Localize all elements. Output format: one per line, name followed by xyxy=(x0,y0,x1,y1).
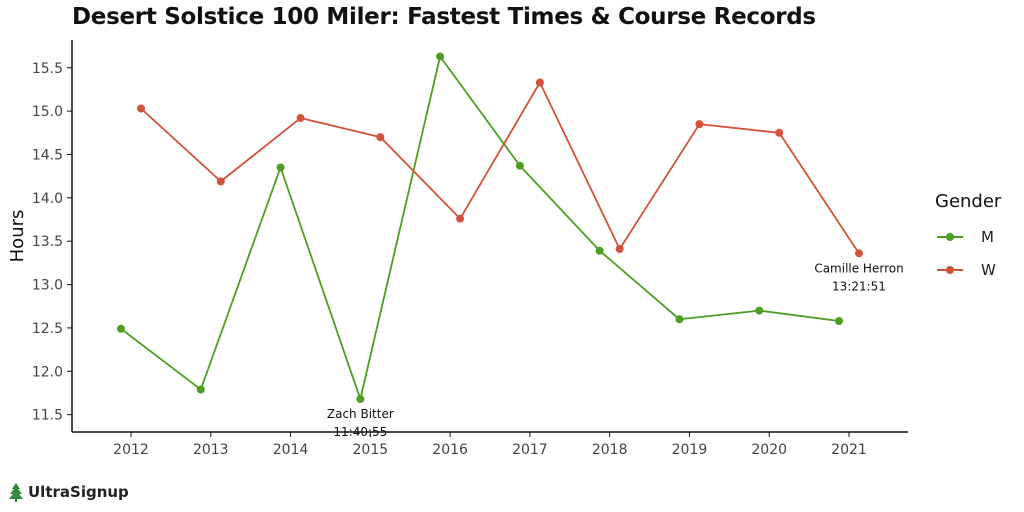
x-tick-label: 2016 xyxy=(432,442,468,458)
brand-logo: UltraSignup xyxy=(8,482,129,502)
x-tick-label: 2019 xyxy=(672,442,708,458)
x-axis-ticks: 2012 2013 2014 2015 2016 2017 2018 2019 2020 2021 xyxy=(113,432,867,458)
legend-title: Gender xyxy=(935,191,1002,212)
brand-name: UltraSignup xyxy=(28,483,129,501)
data-point-m xyxy=(755,306,764,315)
y-axis-ticks: 11.5 12.0 12.5 13.0 13.5 14.0 14.5 15.0 15.5 xyxy=(32,61,72,424)
annotations: Zach Bitter 11:40:55 Camille Herron 13:21:5… xyxy=(327,261,904,439)
legend-label: M xyxy=(981,227,994,246)
y-tick-label: 12.0 xyxy=(32,364,63,380)
legend-key-point xyxy=(946,265,954,274)
legend-key-point xyxy=(946,232,954,241)
series-lines xyxy=(120,55,860,400)
legend-item-w: W xyxy=(935,253,1001,286)
annotation-name: Camille Herron xyxy=(814,261,903,275)
y-tick-label: 13.5 xyxy=(32,234,63,250)
annotation-name: Zach Bitter xyxy=(327,407,394,421)
data-point-m xyxy=(835,316,843,325)
data-point-w xyxy=(456,214,465,223)
data-point-m xyxy=(436,52,445,61)
legend-key xyxy=(935,227,965,247)
data-point-w xyxy=(535,78,544,87)
legend-item-m: M xyxy=(935,220,1001,253)
x-tick-label: 2017 xyxy=(512,442,548,458)
y-tick-label: 13.0 xyxy=(32,278,63,294)
data-point-w xyxy=(855,249,863,258)
x-tick-label: 2015 xyxy=(353,442,389,458)
x-tick-label: 2012 xyxy=(113,442,149,458)
data-point-w xyxy=(216,177,225,186)
y-tick-label: 14.5 xyxy=(32,147,63,163)
annotation-time: 13:21:51 xyxy=(832,279,886,293)
series-line-m xyxy=(120,55,840,400)
series-line-w xyxy=(140,81,860,254)
data-point-m xyxy=(595,246,604,255)
y-tick-label: 14.0 xyxy=(32,191,63,207)
annotation-time: 11:40:55 xyxy=(333,425,387,439)
data-point-w xyxy=(376,133,385,142)
tree-icon xyxy=(9,483,23,502)
x-tick-label: 2020 xyxy=(751,442,787,458)
y-tick-label: 15.0 xyxy=(32,104,63,120)
x-tick-label: 2018 xyxy=(592,442,628,458)
data-point-w xyxy=(695,120,704,129)
y-tick-label: 15.5 xyxy=(32,61,63,77)
data-point-m xyxy=(117,324,125,333)
x-tick-label: 2021 xyxy=(831,442,867,458)
legend-label: W xyxy=(981,260,996,279)
chart-axes xyxy=(71,40,908,433)
data-point-m xyxy=(276,163,285,172)
y-axis-title: Hours xyxy=(7,210,28,263)
data-point-w xyxy=(137,104,145,113)
x-tick-label: 2013 xyxy=(193,442,229,458)
series-points xyxy=(117,52,863,404)
data-point-m xyxy=(675,315,684,324)
data-point-m xyxy=(196,385,205,394)
y-tick-label: 11.5 xyxy=(32,408,63,424)
x-tick-label: 2014 xyxy=(273,442,309,458)
chart-title: Desert Solstice 100 Miler: Fastest Times… xyxy=(72,4,816,30)
y-tick-label: 12.5 xyxy=(32,321,63,337)
data-point-w xyxy=(296,114,305,123)
data-point-m xyxy=(515,161,524,170)
legend-key xyxy=(935,260,965,280)
data-point-w xyxy=(615,245,624,254)
data-point-w xyxy=(775,128,784,137)
data-point-m xyxy=(356,395,365,404)
